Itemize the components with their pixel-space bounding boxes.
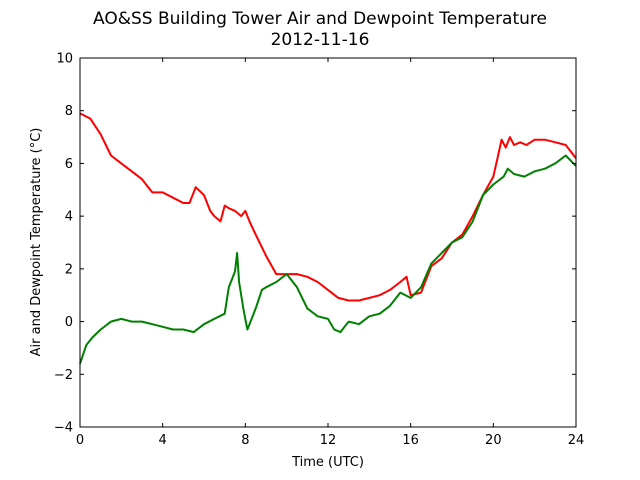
y-axis-label: Air and Dewpoint Temperature (°C)	[29, 128, 44, 357]
series-layer	[79, 112, 577, 365]
y-tick-label: −4	[54, 421, 73, 436]
x-tick-label: 4	[159, 433, 167, 448]
plot-frame	[79, 57, 577, 428]
x-tick-label: 8	[241, 433, 249, 448]
chart-title: AO&SS Building Tower Air and Dewpoint Te…	[93, 9, 547, 29]
y-tick-label: −2	[54, 368, 73, 383]
y-tick-label: 4	[65, 210, 73, 225]
x-tick-label: 0	[76, 433, 84, 448]
dewpoint-temperature-line	[79, 154, 577, 365]
x-tick-label: 16	[402, 433, 419, 448]
x-axis-label: Time (UTC)	[291, 455, 364, 470]
y-tick-label: 2	[65, 262, 73, 277]
x-tick-label: 12	[320, 433, 337, 448]
y-tick-label: 0	[65, 315, 73, 330]
x-tick-label: 24	[568, 433, 585, 448]
x-tick-label: 20	[485, 433, 502, 448]
y-tick-label: 6	[65, 157, 73, 172]
y-tick-label: 10	[56, 52, 73, 67]
y-tick-label: 8	[65, 104, 73, 119]
air-temperature-line	[79, 112, 577, 302]
chart-subtitle: 2012-11-16	[271, 30, 370, 50]
